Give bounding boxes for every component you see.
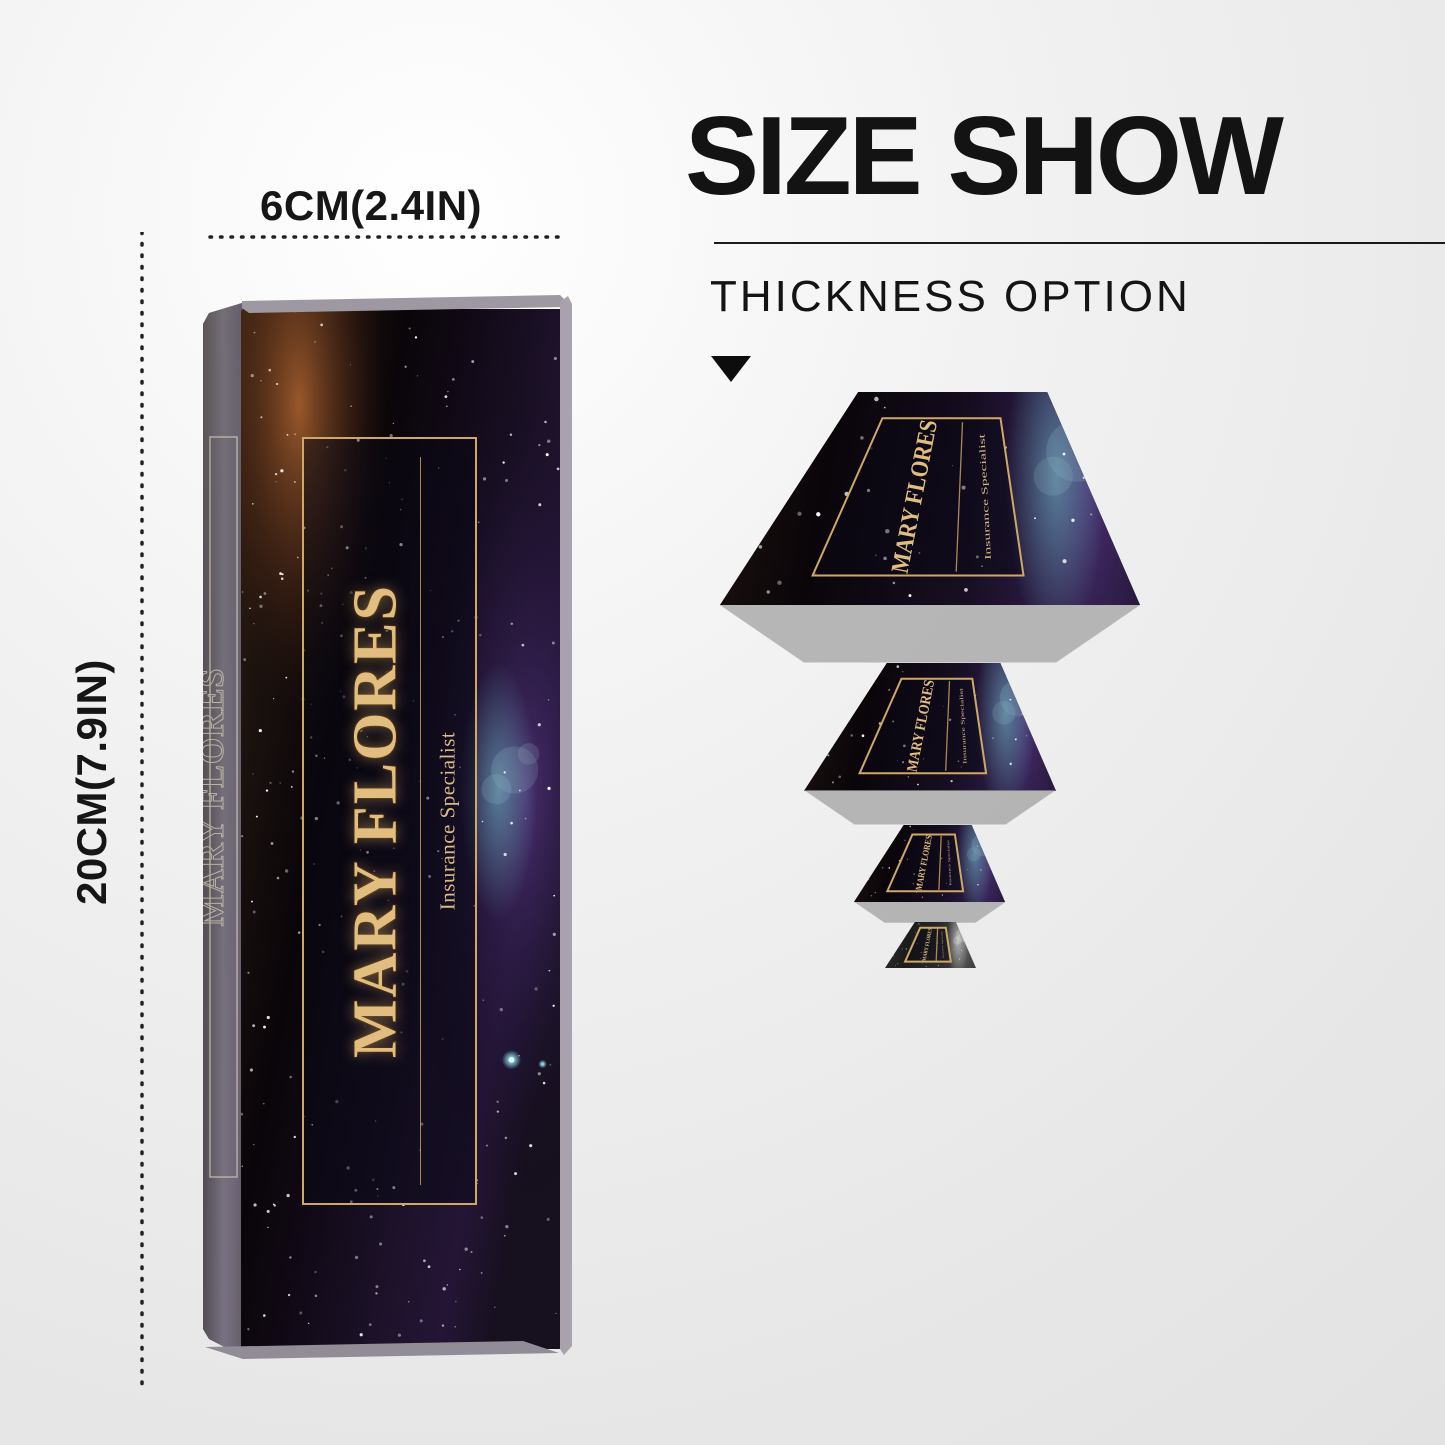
svg-text:MARY FLORES: MARY FLORES	[203, 668, 231, 927]
